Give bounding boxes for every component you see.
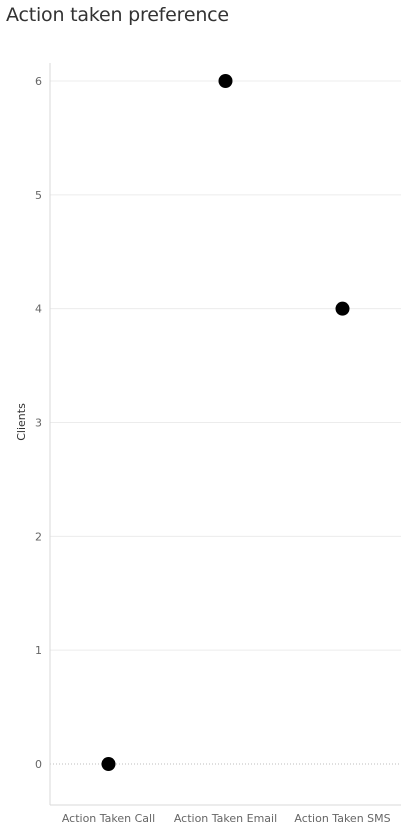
- chart-title: Action taken preference: [6, 4, 229, 26]
- y-tick-label: 6: [35, 75, 42, 88]
- y-tick-label: 4: [35, 303, 42, 316]
- x-tick-label: Action Taken SMS: [294, 812, 390, 825]
- y-axis-label: Clients: [15, 403, 28, 441]
- axes: [49, 63, 401, 806]
- x-tick-label: Action Taken Call: [62, 812, 155, 825]
- data-point[interactable]: [335, 301, 350, 316]
- x-tick-label: Action Taken Email: [174, 812, 277, 825]
- y-tick-label: 1: [35, 644, 42, 657]
- y-tick-label: 3: [35, 417, 42, 430]
- data-point[interactable]: [218, 74, 233, 88]
- grid-lines: [50, 80, 401, 765]
- data-points: [101, 74, 350, 771]
- x-tick-labels: Action Taken Call Action Taken Email Actio…: [62, 812, 391, 825]
- y-tick-label: 0: [35, 758, 42, 771]
- y-tick-labels: 0 1 2 3 4 5 6: [35, 75, 42, 771]
- data-point[interactable]: [101, 757, 116, 771]
- y-tick-label: 5: [35, 189, 42, 202]
- y-tick-label: 2: [35, 530, 42, 543]
